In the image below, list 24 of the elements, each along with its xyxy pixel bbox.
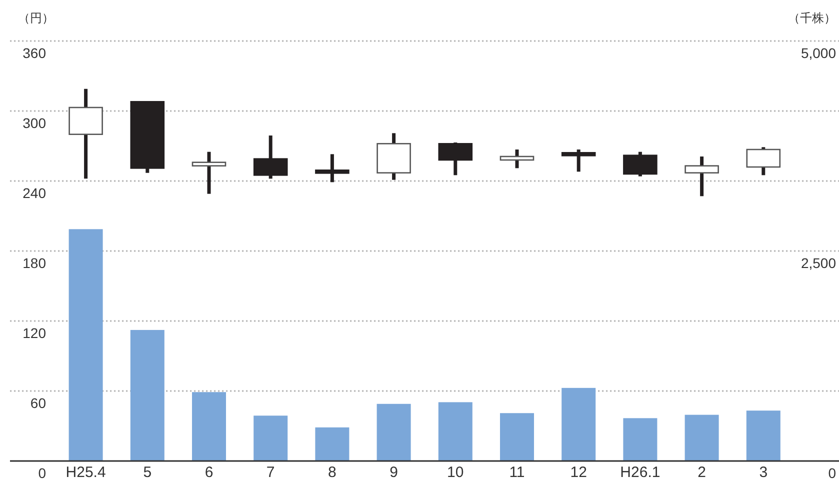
y-tick-label: 240	[22, 185, 46, 201]
y-tick-label: 180	[22, 255, 46, 271]
y2-tick-label: 0	[828, 465, 836, 479]
y-tick-label: 0	[38, 465, 46, 479]
x-tick-label: 5	[143, 464, 152, 479]
y2-tick-label: 5,000	[800, 45, 836, 61]
y2-tick-label: 2,500	[800, 255, 836, 271]
y-axis-title: （円）	[18, 11, 54, 25]
x-tick-label: 6	[204, 464, 214, 479]
x-tick-label: H25.4	[66, 464, 106, 479]
x-tick-label: 12	[570, 464, 587, 479]
x-tick-label: 10	[447, 464, 464, 479]
x-tick-label: 2	[698, 464, 706, 479]
x-tick-label: 7	[266, 464, 275, 479]
y-tick-label: 60	[30, 395, 46, 411]
x-tick-label: 11	[509, 464, 525, 479]
x-tick-label: 3	[759, 464, 768, 479]
x-tick-label: 8	[328, 464, 336, 479]
y-tick-label: 300	[22, 115, 46, 131]
x-tick-label: H26.1	[620, 464, 660, 479]
y2-axis-title: （千株）	[788, 11, 836, 25]
y-tick-label: 360	[22, 45, 46, 61]
x-tick-label: 9	[390, 464, 398, 479]
y-tick-label: 120	[22, 325, 46, 341]
